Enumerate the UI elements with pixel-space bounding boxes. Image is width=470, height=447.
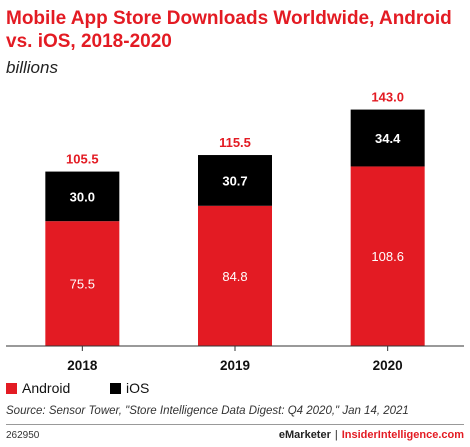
- data-label-total-2018: 105.5: [66, 152, 99, 167]
- data-label-total-2020: 143.0: [371, 90, 404, 105]
- bar-ios-2020: [350, 109, 425, 167]
- source-note: Source: Sensor Tower, "Store Intelligenc…: [6, 405, 409, 417]
- legend-item-ios: iOS: [110, 380, 149, 396]
- x-tick-label-2018: 2018: [67, 358, 98, 373]
- legend-label-android: Android: [22, 380, 71, 396]
- bar-ios-2019: [198, 155, 272, 206]
- legend-item-android: Android: [6, 380, 70, 396]
- brand-separator: |: [334, 429, 338, 441]
- x-tick-label-2019: 2019: [220, 358, 250, 373]
- x-tick-label-2020: 2020: [373, 358, 403, 373]
- legend-swatch-android: [6, 382, 17, 394]
- data-label-total-2019: 115.5: [219, 135, 251, 150]
- data-label-android-2018: 75.5: [70, 277, 95, 292]
- brand-emarketer: eMarketer: [278, 429, 331, 441]
- data-label-ios-2020: 34.4: [375, 131, 401, 146]
- legend-label-ios: iOS: [126, 380, 150, 396]
- chart-title: Mobile App Store Downloads Worldwide, An…: [6, 8, 452, 52]
- brand-footer: eMarketer | InsiderIntelligence.com: [279, 429, 464, 441]
- bar-ios-2018: [45, 171, 120, 222]
- chart-id: 262950: [6, 430, 40, 441]
- data-label-android-2019: 84.8: [222, 269, 247, 284]
- legend-swatch-ios: [110, 382, 121, 394]
- data-label-android-2020: 108.6: [371, 249, 404, 264]
- bar-android-2020: [350, 166, 425, 346]
- bar-android-2019: [198, 205, 272, 346]
- chart-subtitle: billions: [6, 58, 58, 77]
- data-label-ios-2018: 30.0: [70, 189, 95, 204]
- bar-android-2018: [45, 221, 120, 346]
- brand-insider-intelligence: InsiderIntelligence.com: [341, 429, 464, 441]
- footer-divider: [6, 424, 464, 425]
- data-label-ios-2019: 30.7: [222, 173, 247, 188]
